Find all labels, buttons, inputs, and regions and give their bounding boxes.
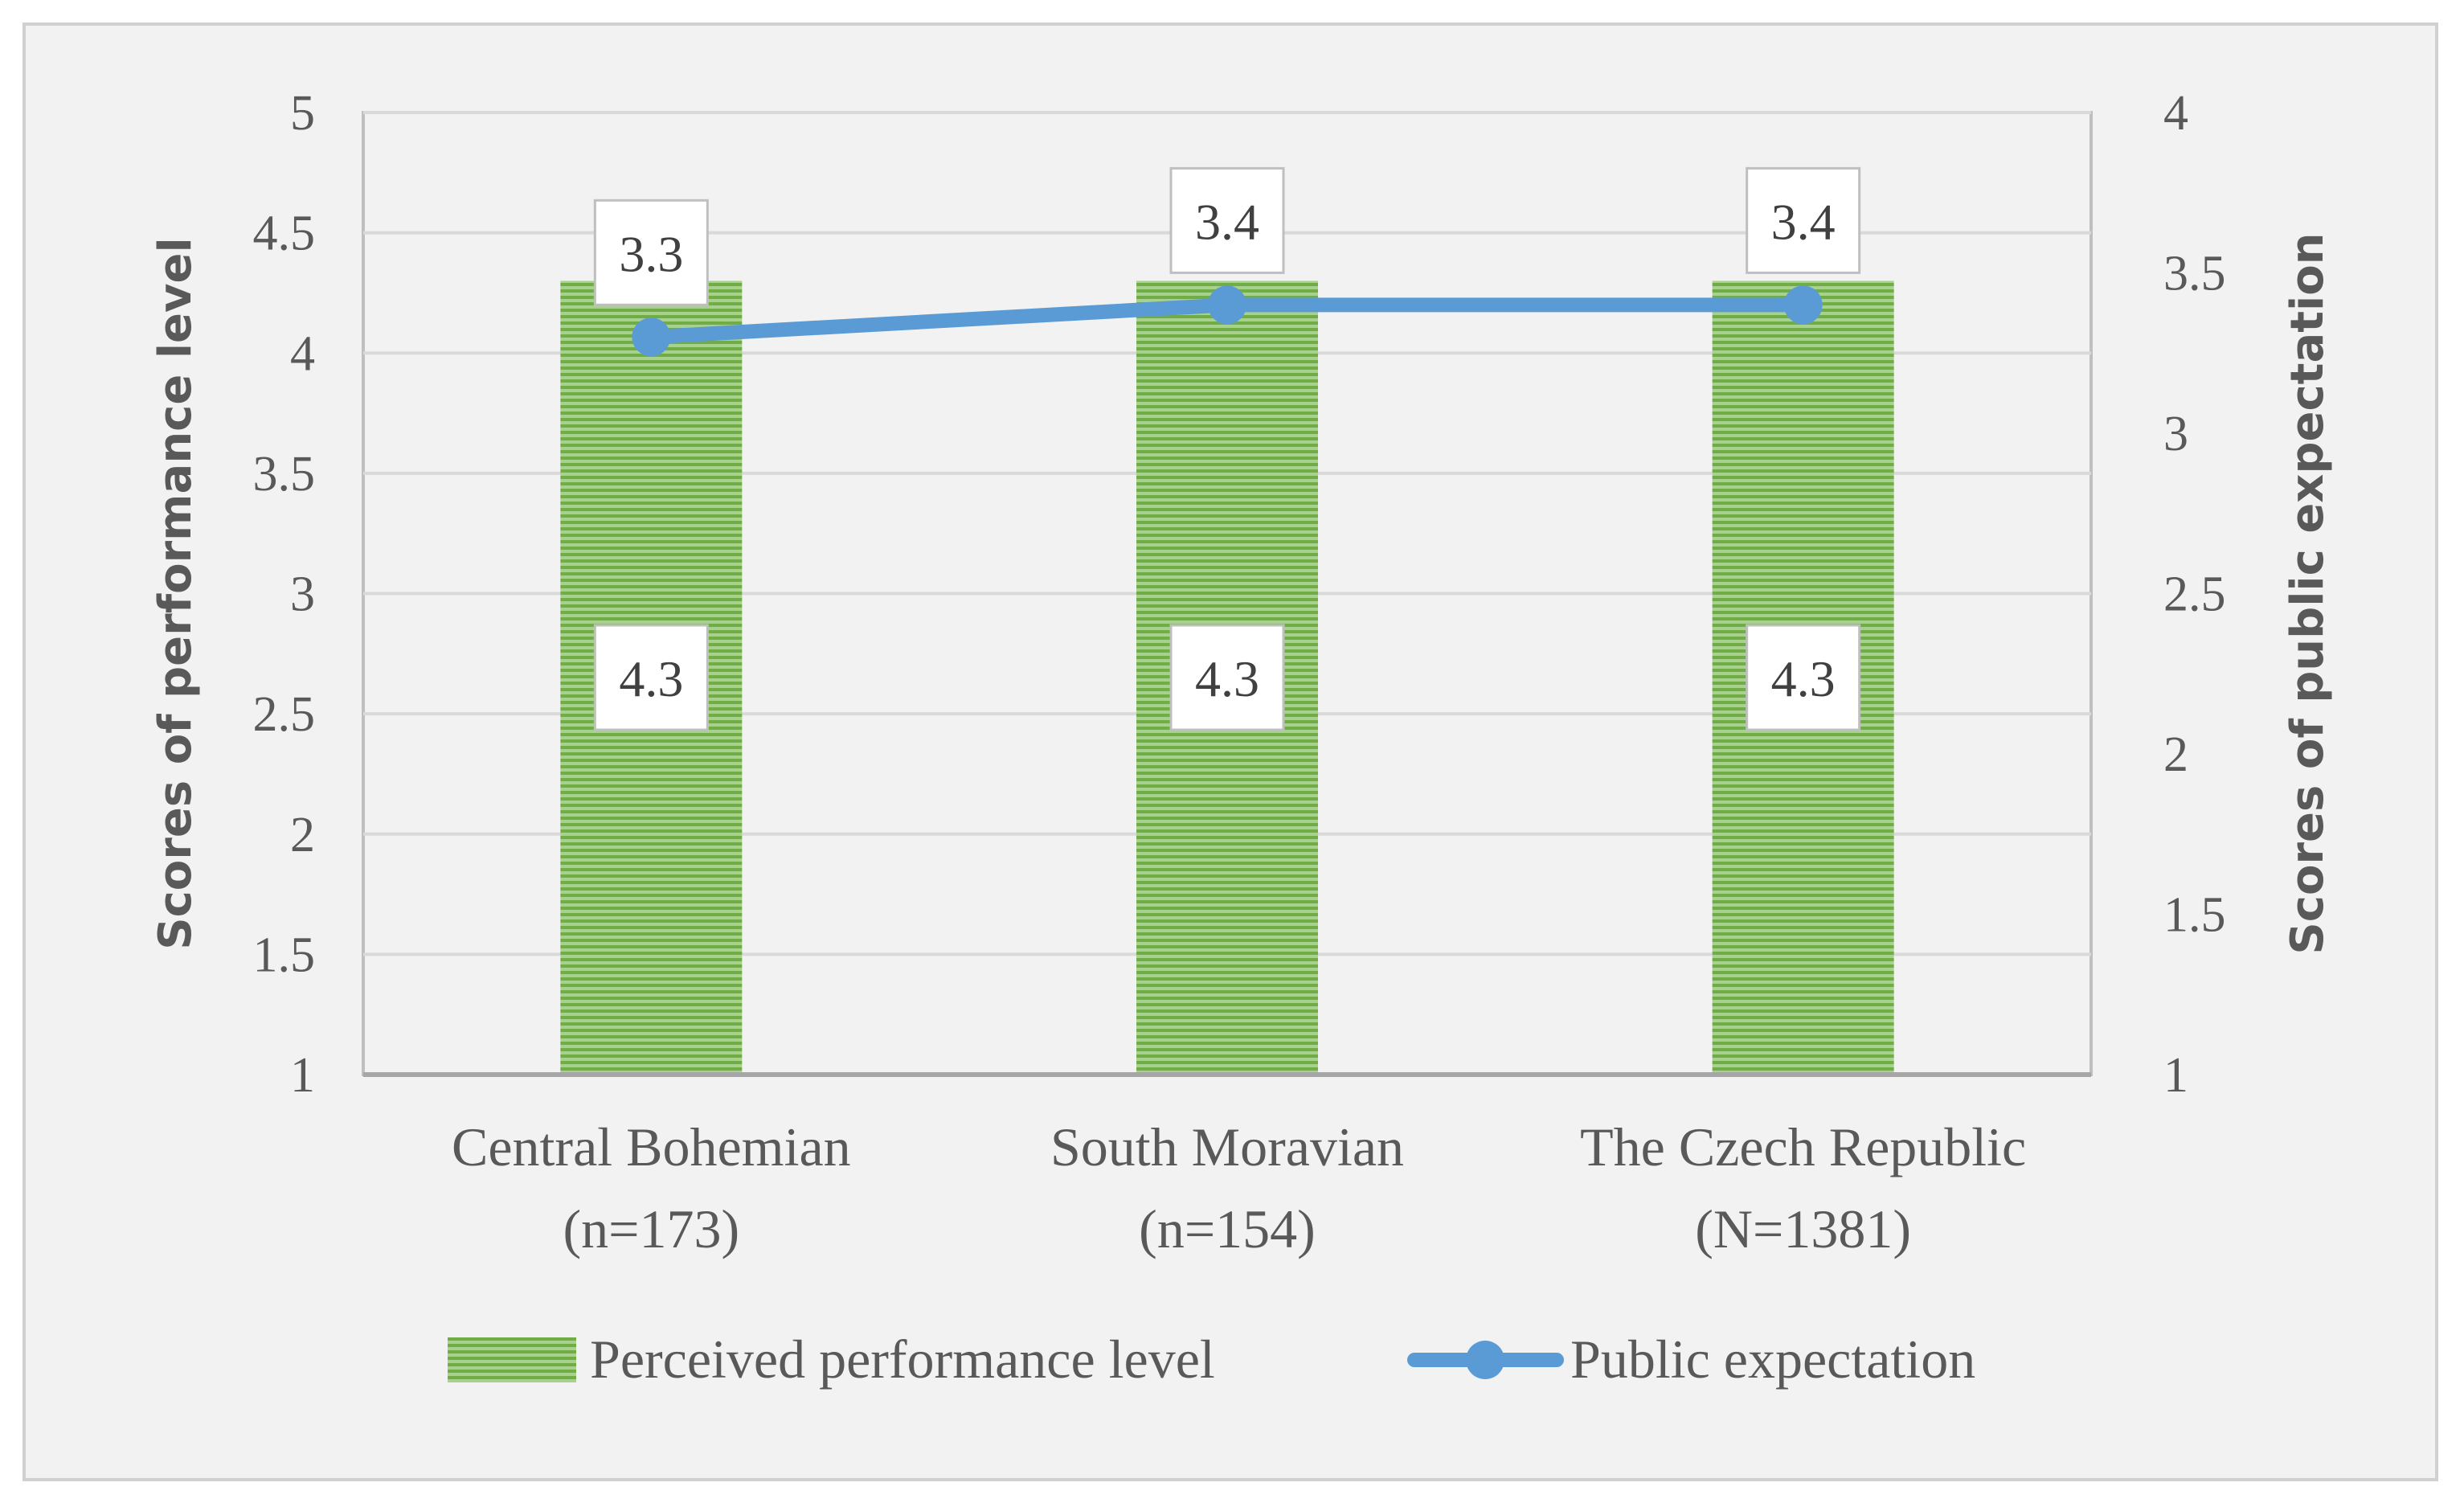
y-right-tick-label: 1 bbox=[2163, 1048, 2188, 1103]
y-left-tick-label: 4 bbox=[290, 326, 315, 381]
bar-data-label-box bbox=[593, 624, 709, 731]
combo-chart: 1 1.5 2 2.5 3 3.5 4 4.5 5 1 1.5 2 2.5 3 3.5 4 Scores of … bbox=[149, 86, 2334, 1390]
x-tick-sublabel: (n=173) bbox=[563, 1198, 740, 1259]
line-marker bbox=[632, 317, 671, 357]
y-right-axis-title: Scores of public expectation bbox=[2282, 232, 2334, 954]
bar-data-label: 4.3 bbox=[1771, 650, 1836, 707]
y-right-tick-label: 2.5 bbox=[2163, 567, 2226, 622]
chart-area: 1 1.5 2 2.5 3 3.5 4 4.5 5 1 1.5 2 2.5 3 3.5 4 Scores of … bbox=[23, 23, 2438, 1481]
y-right-tick-label: 2 bbox=[2163, 727, 2188, 782]
y-right-tick-label: 3 bbox=[2163, 407, 2188, 461]
x-tick-label: South Moravian bbox=[1050, 1116, 1404, 1177]
legend-swatch-marker bbox=[1466, 1341, 1504, 1379]
line-marker bbox=[1208, 285, 1246, 325]
y-left-tick-label: 2 bbox=[290, 808, 315, 862]
legend-swatch-bar bbox=[448, 1337, 576, 1382]
y-left-tick-label: 5 bbox=[290, 86, 315, 141]
x-tick-label: The Czech Republic bbox=[1580, 1116, 2026, 1177]
y-left-tick-label: 1 bbox=[290, 1048, 315, 1103]
y-left-axis-title: Scores of performance level bbox=[149, 237, 202, 949]
line-data-label: 3.4 bbox=[1771, 193, 1836, 250]
y-left-tick-label: 2.5 bbox=[253, 687, 316, 742]
y-left-tick-label: 3.5 bbox=[253, 447, 316, 502]
x-tick-label: Central Bohemian bbox=[452, 1116, 851, 1177]
y-left-tick-label: 4.5 bbox=[253, 207, 316, 261]
x-tick-sublabel: (N=1381) bbox=[1695, 1198, 1911, 1259]
x-tick-sublabel: (n=154) bbox=[1139, 1198, 1316, 1259]
legend-label-bar: Perceived performance level bbox=[590, 1329, 1215, 1390]
y-right-tick-label: 3.5 bbox=[2163, 247, 2226, 301]
bar-data-label: 4.3 bbox=[619, 650, 683, 707]
y-left-tick-label: 1.5 bbox=[253, 928, 316, 982]
legend-label-line: Public expectation bbox=[1570, 1329, 1975, 1390]
bar-data-label-box bbox=[1746, 624, 1861, 731]
y-right-tick-label: 1.5 bbox=[2163, 888, 2226, 943]
line-data-label: 3.4 bbox=[1195, 193, 1259, 250]
line-data-label-box bbox=[1746, 166, 1861, 274]
line-data-label: 3.3 bbox=[619, 225, 683, 282]
y-right-tick-label: 4 bbox=[2163, 86, 2188, 141]
line-marker bbox=[1783, 285, 1823, 325]
line-data-label-box bbox=[593, 199, 709, 306]
line-data-label-box bbox=[1169, 166, 1285, 274]
bar-data-label: 4.3 bbox=[1195, 650, 1259, 707]
bar-data-label-box bbox=[1169, 624, 1285, 731]
y-left-tick-label: 3 bbox=[290, 567, 315, 622]
